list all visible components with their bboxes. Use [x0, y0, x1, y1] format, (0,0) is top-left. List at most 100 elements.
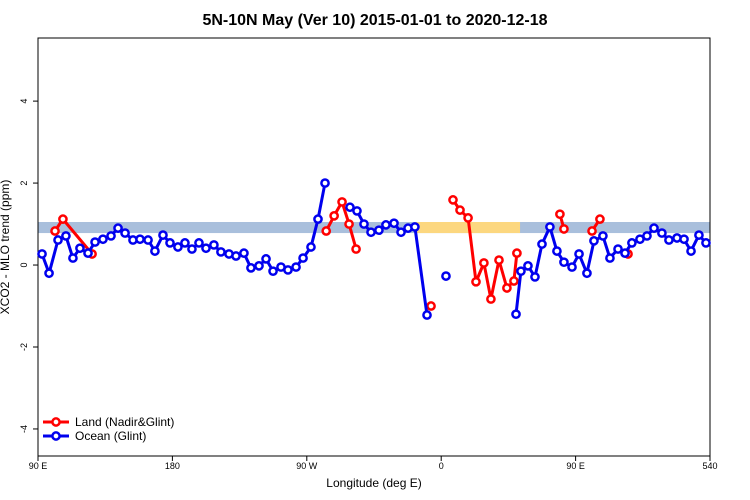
- data-point: [502, 283, 512, 293]
- data-point: [582, 268, 592, 279]
- data-point: [351, 244, 361, 254]
- data-point: [516, 266, 526, 277]
- data-point: [345, 202, 355, 213]
- data-point: [512, 248, 522, 258]
- data-point: [426, 301, 436, 311]
- data-point: [306, 242, 316, 252]
- data-point: [187, 244, 197, 254]
- data-point: [649, 223, 659, 233]
- data-point: [471, 276, 481, 287]
- data-point: [90, 237, 100, 247]
- y-tick-label: 0: [19, 263, 29, 268]
- data-point: [143, 235, 153, 245]
- x-axis-label: Longitude (deg E): [326, 476, 421, 490]
- data-point: [150, 246, 160, 256]
- legend-marker: [51, 431, 61, 441]
- x-tick-label: 180: [165, 461, 180, 471]
- y-tick-label: 4: [19, 99, 29, 104]
- data-point: [574, 249, 584, 259]
- y-axis-label: XCO2 - MLO trend (ppm): [0, 180, 12, 315]
- data-point: [620, 248, 630, 258]
- data-point: [567, 262, 577, 272]
- data-point: [589, 236, 599, 246]
- data-point: [463, 213, 473, 223]
- x-tick-label: 0: [439, 461, 444, 471]
- data-point: [511, 309, 521, 320]
- data-point: [53, 235, 63, 245]
- data-point: [291, 262, 301, 272]
- y-tick-label: 2: [19, 181, 29, 186]
- data-point: [180, 238, 190, 248]
- data-point: [113, 223, 123, 233]
- data-point: [44, 268, 54, 279]
- y-tick-label: -2: [19, 343, 29, 351]
- data-point: [344, 219, 354, 229]
- data-point: [352, 206, 362, 216]
- data-point: [120, 228, 130, 238]
- data-point: [374, 225, 384, 236]
- reference-band: [38, 222, 710, 234]
- data-point: [135, 234, 145, 245]
- data-point: [486, 294, 496, 304]
- data-point: [201, 243, 211, 254]
- data-point: [701, 238, 711, 248]
- data-point: [509, 276, 519, 286]
- data-point: [98, 234, 108, 245]
- data-point: [239, 248, 249, 258]
- data-point: [479, 258, 489, 268]
- data-point: [194, 238, 204, 248]
- band-highlight: [415, 222, 521, 234]
- data-point: [595, 214, 605, 224]
- data-point: [598, 231, 608, 241]
- data-point: [366, 227, 376, 238]
- data-point: [173, 242, 183, 252]
- chart-title: 5N-10N May (Ver 10) 2015-01-01 to 2020-1…: [202, 12, 547, 29]
- data-point: [313, 214, 323, 224]
- data-point: [254, 261, 264, 271]
- data-point: [106, 231, 116, 241]
- data-point: [642, 231, 652, 241]
- data-point: [231, 251, 241, 261]
- data-point: [545, 222, 555, 232]
- data-point: [410, 222, 420, 232]
- data-point: [552, 246, 562, 256]
- data-point: [613, 244, 623, 254]
- data-point: [587, 226, 597, 236]
- data-point: [664, 235, 674, 245]
- data-point: [679, 234, 689, 245]
- data-point: [559, 224, 569, 234]
- data-point: [422, 310, 432, 320]
- data-point: [523, 261, 533, 271]
- data-point: [209, 240, 219, 250]
- data-point: [337, 197, 347, 207]
- data-point: [530, 272, 540, 282]
- series-line: [40, 182, 708, 316]
- data-point: [329, 211, 339, 221]
- data-point: [627, 238, 637, 248]
- data-point: [165, 238, 175, 248]
- data-point: [657, 228, 667, 238]
- data-point: [68, 253, 78, 263]
- data-point: [359, 219, 369, 229]
- y-tick-label: -4: [19, 425, 29, 433]
- data-point: [58, 214, 68, 224]
- data-point: [261, 254, 271, 264]
- data-point: [61, 231, 71, 241]
- legend-marker: [51, 417, 61, 427]
- data-point: [494, 255, 504, 265]
- data-point: [537, 239, 547, 249]
- data-point: [268, 266, 278, 277]
- x-tick-label: 90 E: [29, 461, 48, 471]
- data-point: [381, 220, 391, 230]
- data-point: [448, 195, 458, 205]
- plot-frame: [37, 37, 711, 457]
- data-point: [283, 265, 293, 275]
- data-point: [396, 227, 406, 238]
- data-point: [75, 243, 85, 254]
- legend-label: Ocean (Glint): [75, 429, 146, 443]
- data-point: [605, 253, 615, 263]
- data-point: [441, 271, 451, 281]
- x-tick-label: 90 E: [566, 461, 585, 471]
- data-point: [455, 205, 465, 215]
